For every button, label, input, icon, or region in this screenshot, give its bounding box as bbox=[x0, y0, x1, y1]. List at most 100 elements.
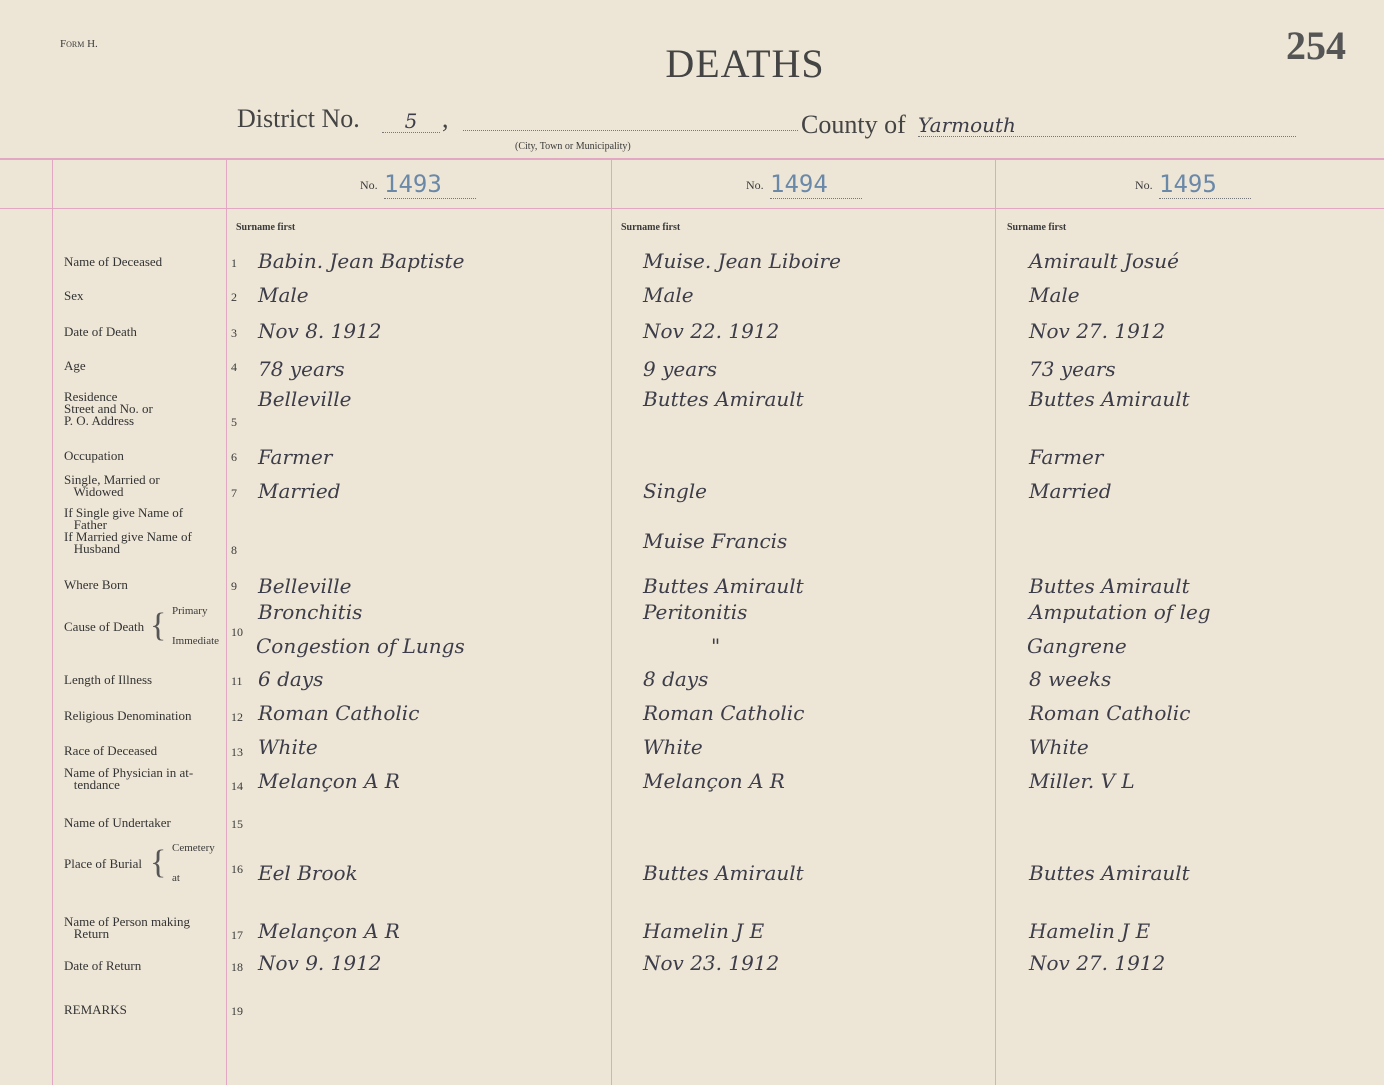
row-label: Religious Denomination bbox=[64, 708, 192, 723]
county-value: Yarmouth bbox=[918, 114, 1296, 137]
entry-value: Male bbox=[1029, 283, 1080, 307]
col-rule bbox=[611, 160, 612, 1085]
entry-value: Belleville bbox=[258, 387, 352, 411]
entry-value: Bronchitis bbox=[258, 600, 363, 624]
entry-value: White bbox=[643, 735, 703, 759]
entry-value: Buttes Amirault bbox=[643, 387, 804, 411]
row-number: 13 bbox=[231, 745, 243, 759]
entry-value: 9 years bbox=[643, 357, 717, 381]
entry-value: Farmer bbox=[258, 445, 333, 469]
entry-value: Buttes Amirault bbox=[1029, 387, 1190, 411]
entry-value: Melançon A R bbox=[258, 769, 400, 793]
row-number: 11 bbox=[231, 674, 243, 688]
entry-value-immediate: Congestion of Lungs bbox=[256, 634, 465, 658]
record-number: 1493 bbox=[384, 170, 476, 199]
entry-value: 73 years bbox=[1029, 357, 1116, 381]
row-sublabel: Primary bbox=[172, 605, 208, 617]
record-number: 1495 bbox=[1159, 170, 1251, 199]
entry-value: Nov 27. 1912 bbox=[1029, 951, 1166, 975]
rule-header bbox=[0, 208, 1384, 209]
row-label: Name of Physician in at- tendance bbox=[64, 765, 194, 792]
record-number: 1494 bbox=[770, 170, 862, 199]
record-no-label: No. bbox=[360, 178, 378, 192]
municipality-line bbox=[463, 130, 798, 131]
row-sublabel: Immediate bbox=[172, 635, 220, 647]
row-number: 12 bbox=[231, 710, 243, 724]
row-label: Single, Married or Widowed bbox=[64, 472, 160, 499]
row-label: Date of Return bbox=[64, 958, 142, 973]
row-label: Where Born bbox=[64, 577, 128, 592]
row-label: Residence Street and No. or P. O. Addres… bbox=[64, 389, 153, 428]
entry-value: Melançon A R bbox=[643, 769, 785, 793]
entry-value: Roman Catholic bbox=[1029, 701, 1191, 725]
entry-value: Nov 9. 1912 bbox=[258, 951, 382, 975]
entry-value: Miller. V L bbox=[1029, 769, 1135, 793]
county-label: County of bbox=[801, 110, 906, 139]
row-number: 3 bbox=[231, 326, 237, 340]
brace: { bbox=[150, 844, 164, 882]
entry-value: Roman Catholic bbox=[643, 701, 805, 725]
row-label: Cause of Death bbox=[64, 619, 145, 634]
entry-value-immediate: Gangrene bbox=[1027, 634, 1127, 658]
row-label: Date of Death bbox=[64, 324, 137, 339]
row-number: 6 bbox=[231, 450, 237, 464]
entry-value: Roman Catholic bbox=[258, 701, 420, 725]
row-label: Race of Deceased bbox=[64, 743, 158, 758]
row-label: Name of Deceased bbox=[64, 254, 163, 269]
col-rule bbox=[52, 160, 53, 1085]
entry-value: Buttes Amirault bbox=[1029, 574, 1190, 598]
entry-value: White bbox=[258, 735, 318, 759]
entry-value: 6 days bbox=[258, 667, 324, 691]
row-number: 2 bbox=[231, 290, 237, 304]
row-label: Age bbox=[64, 358, 86, 373]
row-label: Name of Undertaker bbox=[64, 815, 171, 830]
municipality-caption: (City, Town or Municipality) bbox=[515, 141, 631, 152]
entry-value: Male bbox=[258, 283, 309, 307]
entry-value: Farmer bbox=[1029, 445, 1104, 469]
entry-value: Peritonitis bbox=[643, 600, 748, 624]
col-rule bbox=[226, 160, 227, 1085]
entry-value: White bbox=[1029, 735, 1089, 759]
entry-value: Buttes Amirault bbox=[643, 861, 804, 885]
row-label: REMARKS bbox=[64, 1002, 127, 1017]
entry-value: Muise. Jean Liboire bbox=[643, 249, 841, 273]
row-number: 19 bbox=[231, 1004, 243, 1018]
row-number: 8 bbox=[231, 543, 237, 557]
entry-value: Single bbox=[643, 479, 708, 503]
entry-value-immediate: " bbox=[711, 634, 721, 658]
entry-value: Nov 23. 1912 bbox=[643, 951, 780, 975]
row-number: 17 bbox=[231, 928, 243, 942]
row-label: Length of Illness bbox=[64, 672, 153, 687]
entry-value: Nov 27. 1912 bbox=[1029, 319, 1166, 343]
entry-value: Buttes Amirault bbox=[643, 574, 804, 598]
row-label: Name of Person making Return bbox=[64, 914, 191, 941]
entry-value: 8 days bbox=[643, 667, 709, 691]
district-label: District No. bbox=[237, 104, 360, 133]
district-value: 5 bbox=[382, 110, 440, 133]
row-number: 16 bbox=[231, 862, 243, 876]
entry-value: Hamelin J E bbox=[643, 919, 765, 943]
row-label: Place of Burial bbox=[64, 856, 142, 871]
row-sublabel: Cemetery bbox=[172, 842, 215, 854]
brace: { bbox=[150, 607, 164, 645]
entry-value: Amputation of leg bbox=[1029, 600, 1211, 624]
col-rule bbox=[995, 160, 996, 1085]
entry-value: Hamelin J E bbox=[1029, 919, 1151, 943]
page-number: 254 bbox=[1286, 23, 1346, 68]
form-id: Form H. bbox=[60, 38, 98, 50]
surname-first-caption: Surname first bbox=[236, 222, 296, 233]
entry-value: Eel Brook bbox=[258, 861, 358, 885]
entry-value: Muise Francis bbox=[643, 529, 788, 553]
row-number: 15 bbox=[231, 817, 243, 831]
row-number: 7 bbox=[231, 486, 237, 500]
row-sublabel: at bbox=[172, 872, 180, 884]
entry-value: 8 weeks bbox=[1029, 667, 1112, 691]
page-title: DEATHS bbox=[665, 41, 825, 86]
entry-value: Melançon A R bbox=[258, 919, 400, 943]
row-label: Occupation bbox=[64, 448, 124, 463]
district-comma: , bbox=[442, 104, 449, 133]
rule-top bbox=[0, 158, 1384, 160]
record-no-label: No. bbox=[1135, 178, 1153, 192]
surname-first-caption: Surname first bbox=[621, 222, 681, 233]
entry-value: Married bbox=[1029, 479, 1112, 503]
